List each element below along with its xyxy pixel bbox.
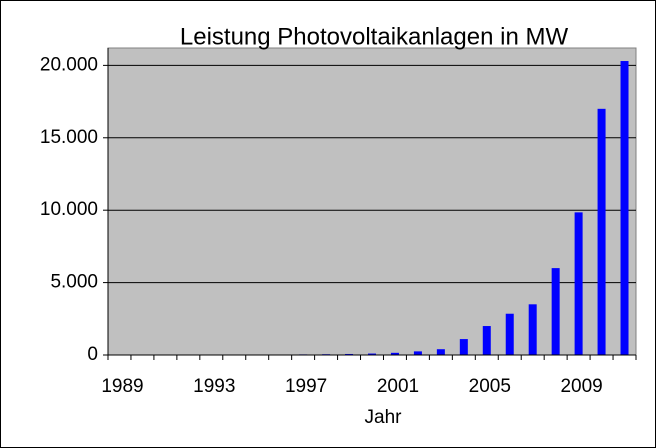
bar: [345, 353, 354, 355]
y-tick-label: 0: [87, 344, 98, 365]
bar: [413, 351, 422, 355]
bar: [459, 339, 468, 355]
x-tick-label: 1989: [101, 376, 143, 397]
x-tick-label: 2001: [377, 376, 419, 397]
bar: [620, 61, 629, 355]
bar: [528, 304, 537, 355]
y-tick-label: 10.000: [40, 199, 98, 220]
bar: [574, 212, 583, 355]
bar: [390, 352, 399, 355]
bar: [482, 326, 491, 355]
bar: [597, 108, 606, 355]
x-tick-label: 2009: [560, 376, 602, 397]
x-tick-label: 1993: [193, 376, 235, 397]
bar: [436, 349, 445, 355]
bar: [505, 313, 514, 355]
x-axis-title: Jahr: [365, 407, 403, 428]
plot-area: [107, 47, 637, 356]
y-tick-label: 15.000: [40, 127, 98, 148]
y-tick-label: 20.000: [40, 54, 98, 75]
x-tick-label: 1997: [285, 376, 327, 397]
chart-title: Leistung Photovoltaikanlagen in MW: [180, 23, 569, 50]
bar: [551, 268, 560, 355]
y-tick-label: 5.000: [50, 272, 98, 293]
bar: [368, 353, 376, 355]
x-tick-label: 2005: [469, 376, 511, 397]
